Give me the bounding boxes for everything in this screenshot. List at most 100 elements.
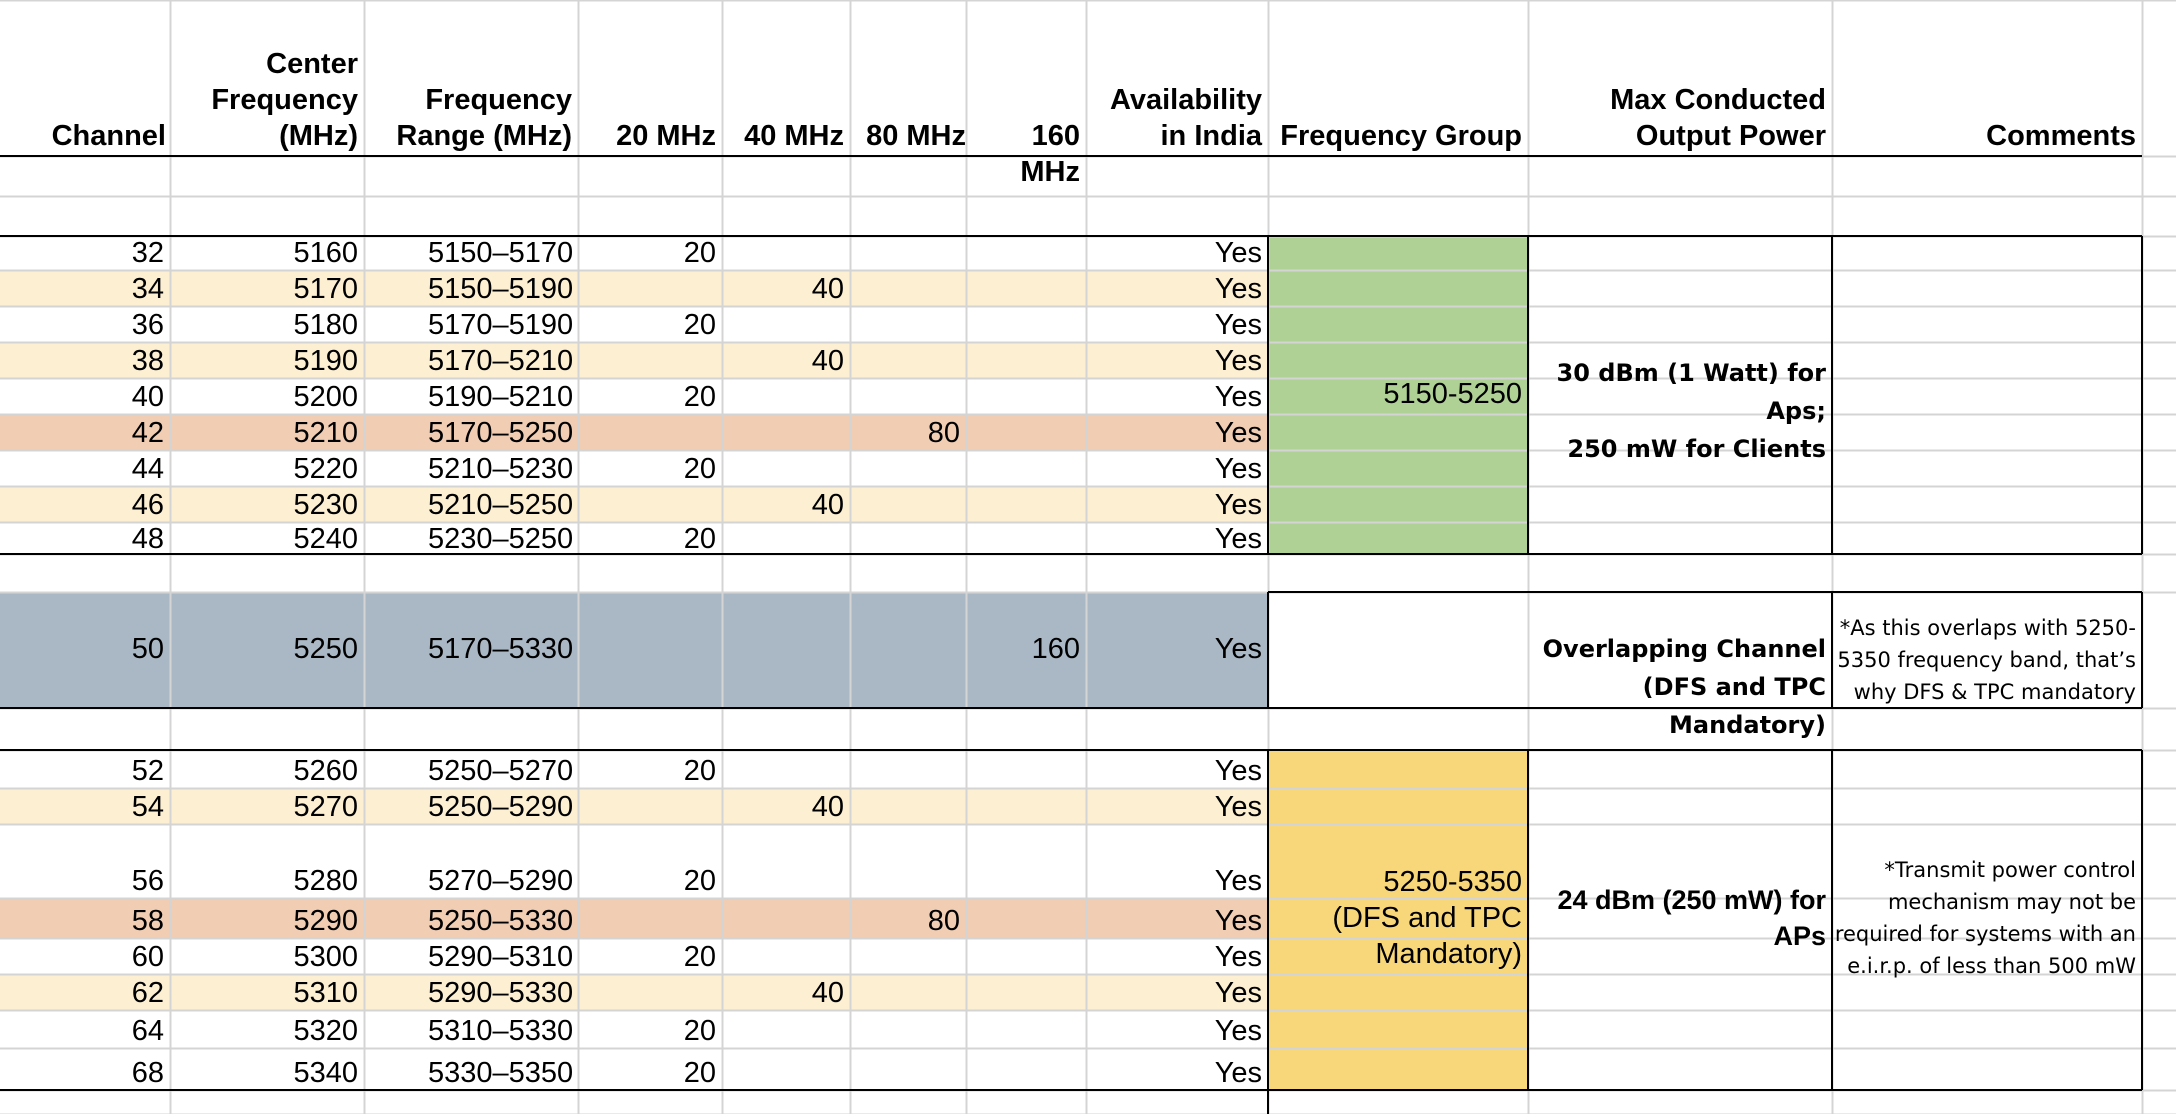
header-80mhz[interactable]: 80 MHz	[866, 120, 966, 152]
center-frequency-cell[interactable]: 5220	[293, 453, 358, 485]
channel-cell[interactable]: 52	[131, 755, 164, 787]
width-40mhz-cell[interactable]: 40	[811, 345, 844, 377]
width-20mhz-cell[interactable]: 20	[683, 755, 716, 787]
header-center-frequency[interactable]: Center Frequency (MHz)	[211, 48, 358, 152]
channel-cell[interactable]: 62	[131, 977, 164, 1009]
availability-cell[interactable]: Yes	[1214, 237, 1262, 269]
availability-cell[interactable]: Yes	[1214, 523, 1262, 555]
center-frequency-cell[interactable]: 5280	[293, 865, 358, 897]
header-160mhz[interactable]: 160 MHz	[1020, 120, 1080, 188]
availability-cell[interactable]: Yes	[1214, 865, 1262, 897]
header-frequency-range[interactable]: Frequency Range (MHz)	[396, 84, 572, 152]
availability-cell[interactable]: Yes	[1214, 977, 1262, 1009]
frequency-range-cell[interactable]: 5270–5290	[428, 865, 574, 897]
availability-cell[interactable]: Yes	[1214, 633, 1262, 665]
width-40mhz-cell[interactable]: 40	[811, 791, 844, 823]
frequency-group-5250-5350[interactable]: 5250-5350 (DFS and TPC Mandatory)	[1332, 866, 1522, 970]
center-frequency-cell[interactable]: 5200	[293, 381, 358, 413]
channel-cell[interactable]: 68	[131, 1057, 164, 1089]
frequency-range-cell[interactable]: 5210–5250	[428, 489, 574, 521]
availability-cell[interactable]: Yes	[1214, 381, 1262, 413]
header-max-power[interactable]: Max Conducted Output Power	[1610, 84, 1826, 152]
channel-cell[interactable]: 54	[131, 791, 164, 823]
header-comments[interactable]: Comments	[1986, 120, 2136, 152]
frequency-range-cell[interactable]: 5150–5170	[428, 237, 574, 269]
header-frequency-group[interactable]: Frequency Group	[1280, 120, 1522, 152]
frequency-group-5150-5250[interactable]: 5150-5250	[1383, 378, 1522, 410]
channel-cell[interactable]: 32	[131, 237, 164, 269]
center-frequency-cell[interactable]: 5180	[293, 309, 358, 341]
width-20mhz-cell[interactable]: 20	[683, 237, 716, 269]
center-frequency-cell[interactable]: 5210	[293, 417, 358, 449]
frequency-range-cell[interactable]: 5310–5330	[428, 1015, 574, 1047]
width-20mhz-cell[interactable]: 20	[683, 941, 716, 973]
center-frequency-cell[interactable]: 5310	[293, 977, 358, 1009]
frequency-range-cell[interactable]: 5230–5250	[428, 523, 574, 555]
center-frequency-cell[interactable]: 5170	[293, 273, 358, 305]
channel-cell[interactable]: 44	[131, 453, 164, 485]
frequency-range-cell[interactable]: 5210–5230	[428, 453, 574, 485]
channel-cell[interactable]: 50	[131, 633, 164, 665]
center-frequency-cell[interactable]: 5240	[293, 523, 358, 555]
comment-group-3[interactable]: *Transmit power control mechanism may no…	[1834, 858, 2136, 978]
width-80mhz-cell[interactable]: 80	[927, 417, 960, 449]
channel-cell[interactable]: 36	[131, 309, 164, 341]
center-frequency-cell[interactable]: 5270	[293, 791, 358, 823]
frequency-range-cell[interactable]: 5170–5250	[428, 417, 574, 449]
frequency-range-cell[interactable]: 5330–5350	[428, 1057, 574, 1089]
center-frequency-cell[interactable]: 5260	[293, 755, 358, 787]
frequency-range-cell[interactable]: 5170–5190	[428, 309, 574, 341]
frequency-range-cell[interactable]: 5290–5310	[428, 941, 574, 973]
availability-cell[interactable]: Yes	[1214, 941, 1262, 973]
comment-group-2[interactable]: *As this overlaps with 5250- 5350 freque…	[1837, 616, 2136, 704]
frequency-range-cell[interactable]: 5150–5190	[428, 273, 574, 305]
center-frequency-cell[interactable]: 5300	[293, 941, 358, 973]
availability-cell[interactable]: Yes	[1214, 1057, 1262, 1089]
channel-cell[interactable]: 56	[131, 865, 164, 897]
frequency-range-cell[interactable]: 5250–5270	[428, 755, 574, 787]
center-frequency-cell[interactable]: 5320	[293, 1015, 358, 1047]
channel-cell[interactable]: 58	[131, 905, 164, 937]
width-20mhz-cell[interactable]: 20	[683, 1015, 716, 1047]
availability-cell[interactable]: Yes	[1214, 755, 1262, 787]
width-160mhz-cell[interactable]: 160	[1031, 633, 1080, 665]
availability-cell[interactable]: Yes	[1214, 1015, 1262, 1047]
channel-cell[interactable]: 46	[131, 489, 164, 521]
max-power-group-3[interactable]: 24 dBm (250 mW) for APs	[1557, 885, 1826, 951]
availability-cell[interactable]: Yes	[1214, 791, 1262, 823]
width-20mhz-cell[interactable]: 20	[683, 865, 716, 897]
center-frequency-cell[interactable]: 5160	[293, 237, 358, 269]
max-power-group-2[interactable]: Overlapping Channel (DFS and TPC Mandato…	[1542, 635, 1826, 739]
width-20mhz-cell[interactable]: 20	[683, 309, 716, 341]
header-40mhz[interactable]: 40 MHz	[744, 120, 844, 152]
frequency-range-cell[interactable]: 5290–5330	[428, 977, 574, 1009]
frequency-range-cell[interactable]: 5250–5330	[428, 905, 574, 937]
center-frequency-cell[interactable]: 5190	[293, 345, 358, 377]
channel-cell[interactable]: 38	[131, 345, 164, 377]
channel-cell[interactable]: 40	[131, 381, 164, 413]
channel-cell[interactable]: 64	[131, 1015, 164, 1047]
center-frequency-cell[interactable]: 5290	[293, 905, 358, 937]
width-20mhz-cell[interactable]: 20	[683, 1057, 716, 1089]
width-20mhz-cell[interactable]: 20	[683, 523, 716, 555]
width-40mhz-cell[interactable]: 40	[811, 489, 844, 521]
availability-cell[interactable]: Yes	[1214, 905, 1262, 937]
availability-cell[interactable]: Yes	[1214, 453, 1262, 485]
center-frequency-cell[interactable]: 5250	[293, 633, 358, 665]
availability-cell[interactable]: Yes	[1214, 417, 1262, 449]
header-channel[interactable]: Channel	[51, 120, 166, 152]
frequency-range-cell[interactable]: 5170–5210	[428, 345, 574, 377]
frequency-range-cell[interactable]: 5170–5330	[428, 633, 574, 665]
width-40mhz-cell[interactable]: 40	[811, 273, 844, 305]
frequency-range-cell[interactable]: 5190–5210	[428, 381, 574, 413]
availability-cell[interactable]: Yes	[1214, 489, 1262, 521]
center-frequency-cell[interactable]: 5340	[293, 1057, 358, 1089]
channel-cell[interactable]: 34	[131, 273, 164, 305]
max-power-group-1[interactable]: 30 dBm (1 Watt) for Aps; 250 mW for Clie…	[1556, 359, 1826, 463]
availability-cell[interactable]: Yes	[1214, 345, 1262, 377]
availability-cell[interactable]: Yes	[1214, 309, 1262, 341]
width-40mhz-cell[interactable]: 40	[811, 977, 844, 1009]
header-availability[interactable]: Availability in India	[1109, 84, 1262, 152]
channel-cell[interactable]: 42	[131, 417, 164, 449]
channel-cell[interactable]: 48	[131, 523, 164, 555]
